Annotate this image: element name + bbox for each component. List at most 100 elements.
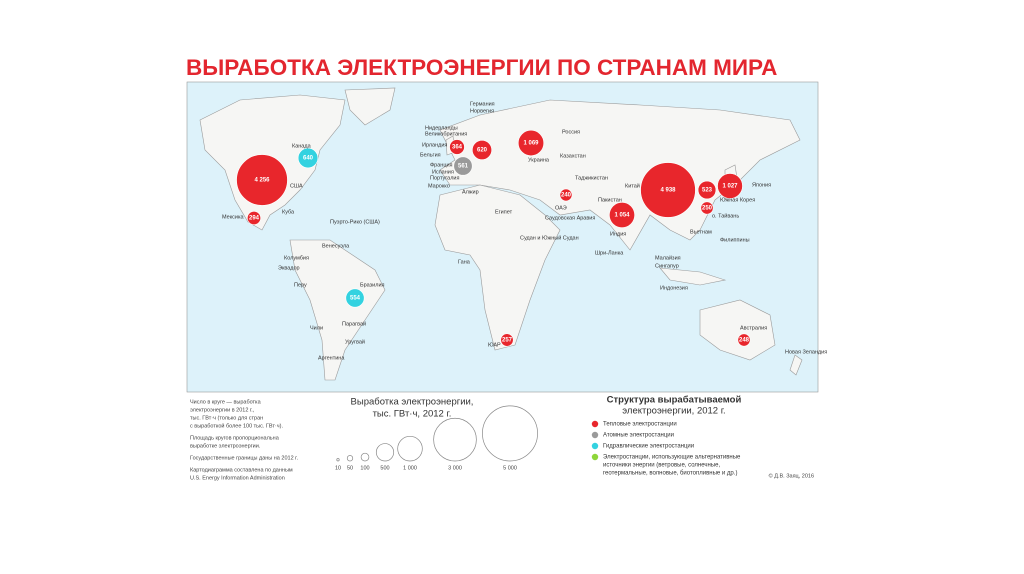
note-line: тыс. ГВт·ч (только для стран [190, 415, 263, 421]
country-label: ОАЭ [555, 205, 567, 211]
size-legend-subtitle: тыс. ГВт·ч, 2012 г. [373, 409, 452, 420]
country-label: Чили [310, 325, 323, 331]
country-label: Казахстан [560, 153, 586, 159]
country-label: Перу [294, 282, 307, 288]
structure-swatch [591, 442, 599, 450]
credit: © Д.В. Заяц, 2016 [769, 472, 814, 479]
bubble-label: 523 [702, 188, 713, 194]
note-line: U.S. Energy Information Administration [190, 475, 285, 481]
bubble-label: 554 [350, 296, 361, 302]
country-label: Франция [430, 162, 453, 168]
country-label: Венесуэла [322, 243, 350, 249]
size-legend-title: Выработка электроэнергии, [351, 397, 474, 408]
structure-swatch [591, 431, 599, 439]
country-label: Австралия [740, 325, 767, 331]
structure-swatch [591, 453, 599, 461]
country-label: Мексика [222, 214, 245, 220]
country-label: Вьетнам [690, 229, 712, 235]
new-zealand [789, 354, 803, 376]
country-label: Уругвай [345, 338, 365, 345]
structure-label: источники энергии (ветровые, солнечные, [603, 463, 720, 469]
country-label: Марокко [428, 183, 450, 189]
country-label: Сингапур [655, 263, 679, 269]
country-label: Саудовская Аравия [545, 215, 595, 221]
country-label: Бразилия [360, 282, 385, 288]
size-label: 1 000 [403, 465, 417, 471]
structure-label: Электростанции, использующие альтернатив… [603, 455, 741, 461]
indonesia [659, 267, 727, 286]
country-label: Колумбия [284, 255, 309, 261]
country-label: Египет [495, 209, 513, 215]
bubble-label: 561 [458, 164, 469, 170]
bubble-label: 640 [303, 156, 314, 162]
bubble-label: 257 [502, 338, 513, 344]
country-label: Судан и Южный Судан [520, 234, 579, 241]
country-label: Новая Зеландия [785, 349, 827, 355]
structure-label: Гидравлические электростанции [603, 444, 694, 450]
bubble [700, 201, 714, 215]
note-line: электроэнергии в 2012 г., [190, 407, 255, 413]
country-label: Испания [432, 169, 454, 175]
bubble-label: 1 027 [722, 184, 738, 190]
bubble-label: 4 256 [254, 178, 270, 184]
bubble [697, 180, 717, 200]
bubble [247, 211, 261, 225]
country-label: Ирландия [422, 142, 447, 148]
country-label: Таджикистан [575, 175, 608, 181]
africa [434, 184, 561, 351]
note-line: Картодиаграмма составлена по данным [190, 467, 293, 473]
country-label: США [290, 183, 303, 189]
bubble [500, 333, 514, 347]
note-line: Число в круге — выработка [190, 399, 262, 405]
country-label: Нидерланды [425, 125, 458, 131]
bubble [236, 154, 288, 206]
country-label: Пакистан [598, 197, 622, 203]
bubble [471, 139, 493, 161]
bubble [717, 173, 743, 199]
country-label: Парагвай [342, 320, 366, 327]
bubble-label: 240 [561, 193, 572, 199]
australia [699, 299, 776, 361]
bubble [609, 202, 635, 228]
bubble-label: 620 [477, 148, 488, 154]
bubble [449, 139, 465, 155]
note-line: Площадь кругов пропорциональна [190, 435, 280, 441]
size-label: 3 000 [448, 465, 462, 471]
bubble [737, 333, 751, 347]
country-label: Филиппины [720, 237, 750, 243]
size-circle [346, 455, 354, 462]
country-label: Эквадор [278, 265, 300, 271]
structure-title: Структура вырабатываемой [607, 395, 742, 406]
size-label: 50 [347, 465, 353, 471]
bubble-label: 1 054 [614, 213, 630, 219]
greenland [344, 87, 396, 126]
size-circle [433, 417, 477, 462]
country-label: Бельгия [420, 152, 441, 158]
size-label: 500 [380, 465, 389, 471]
country-label: Китай [625, 182, 640, 189]
country-label: Аргентина [318, 355, 345, 361]
note-line: выработке электроэнергии. [190, 443, 261, 449]
legend: Число в круге — выработка электроэнергии … [190, 395, 814, 482]
bubble-label: 1 069 [523, 141, 539, 147]
bubble-label: 294 [249, 216, 260, 222]
title: ВЫРАБОТКА ЭЛЕКТРОЭНЕРГИИ ПО СТРАНАМ МИРА [186, 55, 777, 80]
note-line: с выработкой более 100 тыс. ГВт·ч). [190, 422, 283, 429]
bubbles: 4 256 640 294 554 1 069 620 561 364 4 938 1 027 52… [236, 129, 751, 347]
country-label: ЮАР [488, 342, 501, 348]
size-label: 5 000 [503, 465, 517, 471]
country-label: Норвегия [470, 108, 494, 114]
country-label: Украина [528, 157, 550, 163]
bubble [517, 129, 545, 157]
country-label: Россия [562, 129, 580, 135]
country-label: Германия [470, 101, 495, 107]
country-labels: Канада США Мексика Куба Пуэрто-Рико (США) Вен… [222, 101, 827, 361]
structure-label: Тепловые электростанции [603, 422, 677, 428]
country-label: Куба [282, 209, 295, 215]
bubble [559, 188, 573, 202]
bubble-label: 250 [702, 206, 713, 212]
bubble [453, 156, 473, 176]
size-circle [360, 452, 370, 462]
